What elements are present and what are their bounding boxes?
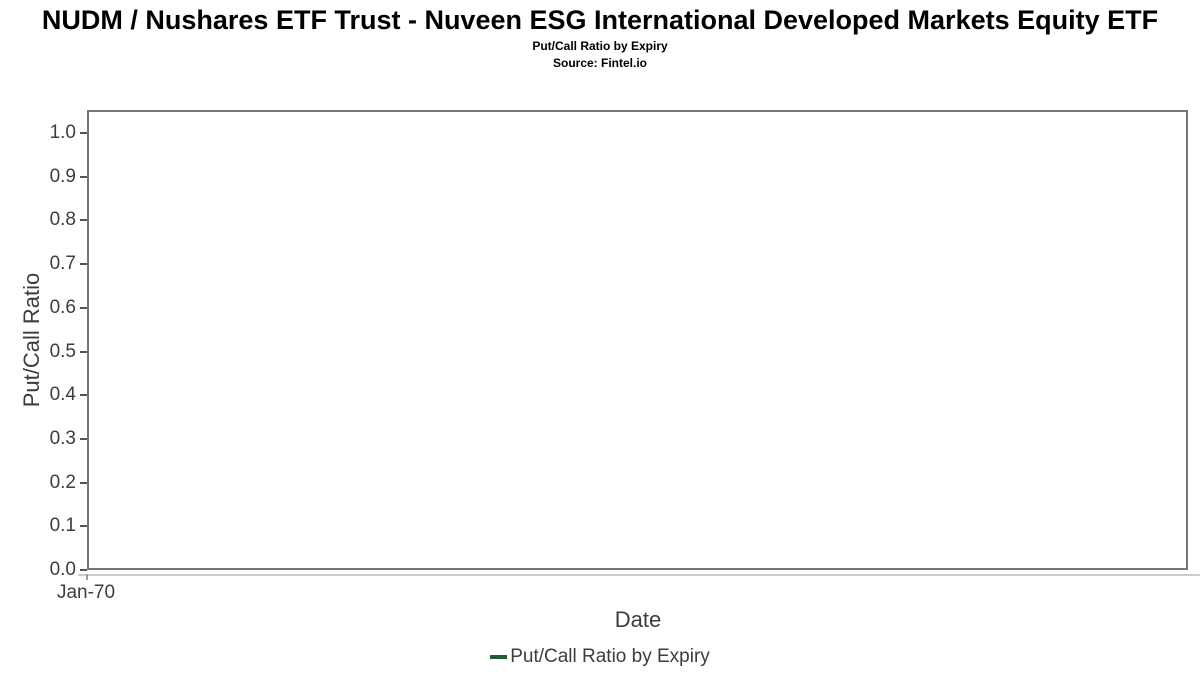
y-tick-label: 0.4: [49, 384, 76, 406]
x-tick-mark: [86, 574, 88, 580]
chart-header: NUDM / Nushares ETF Trust - Nuveen ESG I…: [0, 0, 1200, 71]
y-tick-label: 0.7: [49, 253, 76, 275]
x-tick-label: Jan-70: [56, 582, 116, 603]
y-tick-mark: [80, 437, 87, 440]
y-tick-label: 1.0: [49, 122, 76, 143]
y-tick-label: 0.8: [49, 209, 76, 231]
y-tick-mark: [80, 263, 87, 266]
y-tick-mark: [80, 350, 87, 353]
y-tick-mark: [80, 481, 87, 484]
y-tick-label: 0.5: [49, 340, 76, 362]
y-tick-label: 0.0: [49, 559, 76, 580]
chart-subtitle: Put/Call Ratio by Expiry: [532, 39, 668, 53]
y-tick-mark: [80, 394, 87, 397]
page-title: NUDM / Nushares ETF Trust - Nuveen ESG I…: [41, 5, 1159, 35]
y-tick-mark: [80, 219, 87, 222]
y-tick-mark: [80, 569, 87, 571]
y-tick-mark: [80, 306, 87, 309]
legend-line-marker-icon: [490, 655, 508, 659]
y-tick-label: 0.9: [49, 165, 76, 187]
y-tick-label: 0.3: [49, 427, 76, 449]
plot-area: [87, 110, 1188, 570]
y-tick-label: 0.2: [49, 471, 76, 493]
y-tick-label: 0.1: [49, 515, 76, 537]
y-tick-mark: [80, 132, 87, 134]
chart-legend: Put/Call Ratio by Expiry: [0, 645, 1200, 669]
y-tick-label: 0.6: [49, 296, 76, 318]
x-axis-line: [78, 574, 1200, 576]
chart-source-credit: Source: Fintel.io: [552, 56, 647, 70]
y-tick-mark: [80, 175, 87, 178]
y-tick-mark: [80, 525, 87, 528]
legend-item-label: Put/Call Ratio by Expiry: [510, 646, 710, 667]
x-axis-title: Date: [614, 607, 662, 632]
